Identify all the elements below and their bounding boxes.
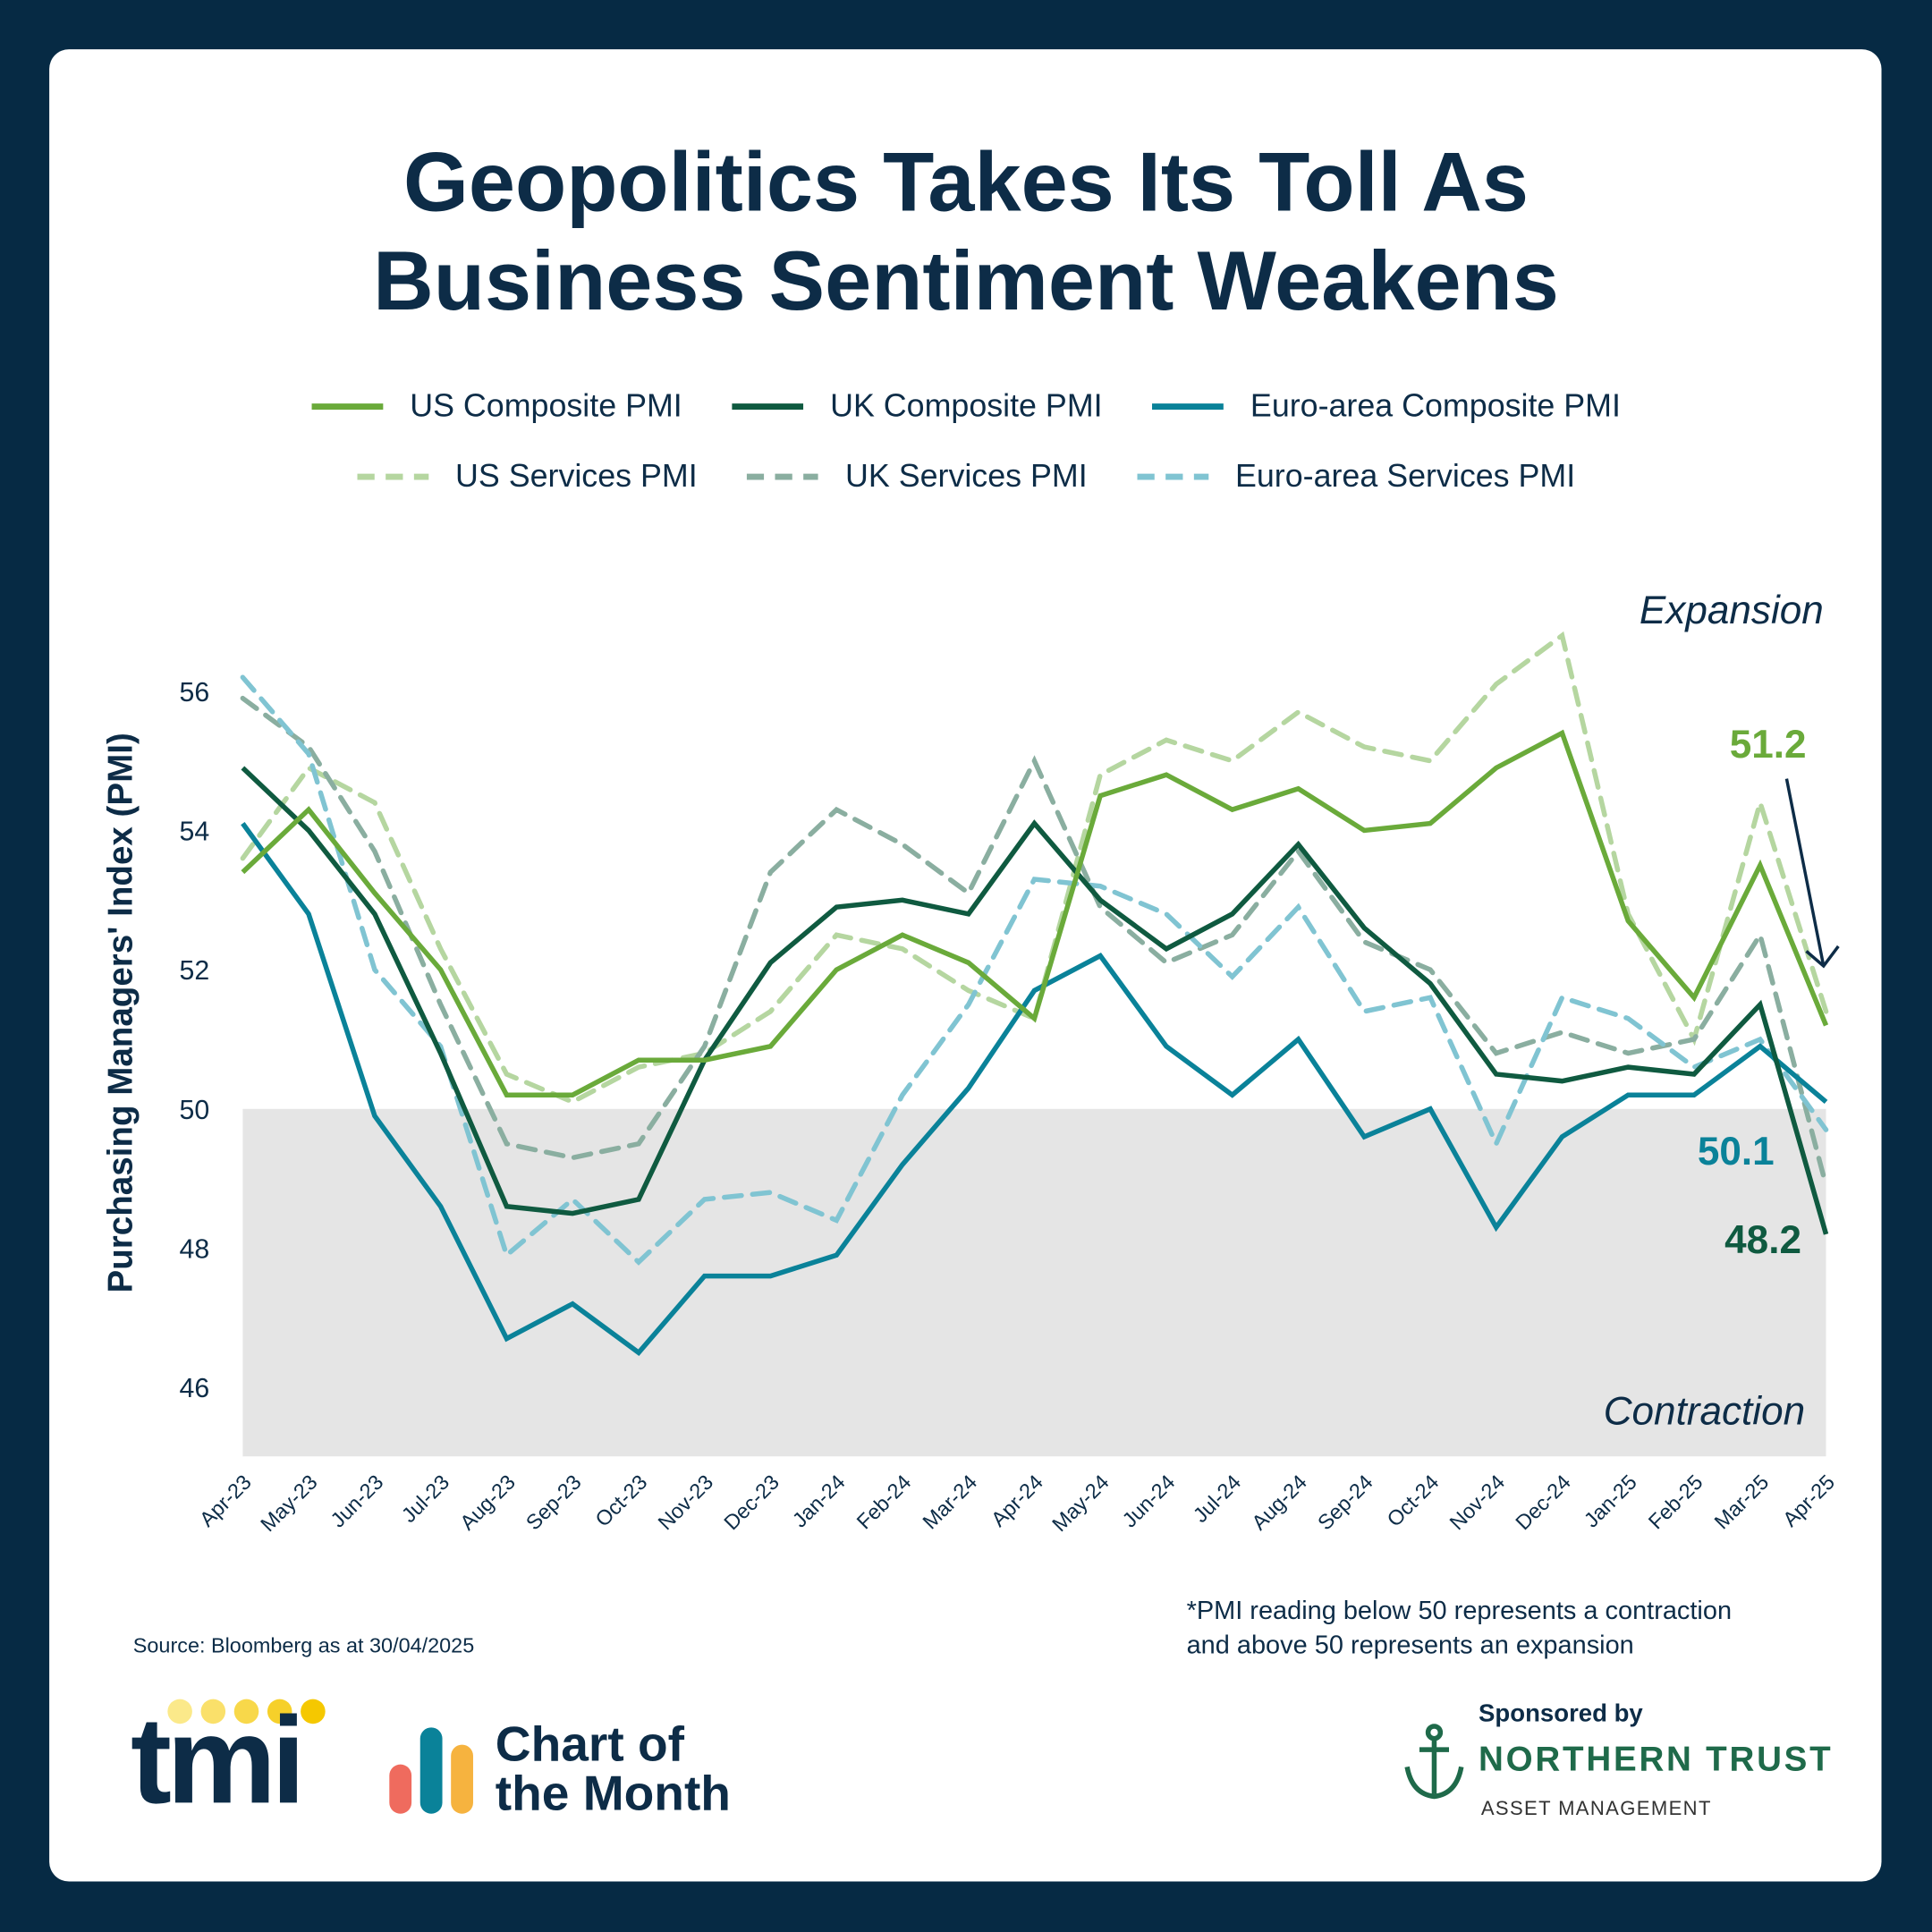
chart-bars-icon: [387, 1725, 476, 1823]
x-tick-label: May-23: [256, 1470, 322, 1537]
source-note: Source: Bloomberg as at 30/04/2025: [132, 1633, 475, 1657]
x-tick-label: Nov-24: [1445, 1470, 1510, 1535]
y-tick-label: 56: [179, 678, 209, 708]
x-tick-label: Mar-25: [1710, 1470, 1774, 1534]
legend-row-2: US Services PMI UK Services PMI Euro-are…: [0, 457, 1932, 496]
title-line-2: Business Sentiment Weakens: [373, 233, 1559, 328]
legend-swatch: [311, 402, 383, 410]
anchor-icon: [1402, 1723, 1467, 1810]
tmi-dots-icon: [165, 1698, 338, 1733]
annotation-uk-composite: 48.2: [1724, 1218, 1801, 1262]
y-tick-label: 46: [179, 1374, 209, 1403]
x-tick-label: Jan-25: [1580, 1470, 1641, 1532]
y-tick-label: 50: [179, 1096, 209, 1125]
annotation-euro-composite: 50.1: [1698, 1130, 1775, 1174]
x-tick-label: Jul-24: [1189, 1470, 1245, 1527]
x-tick-label: Oct-24: [1382, 1470, 1443, 1531]
x-tick-label: Nov-23: [653, 1470, 717, 1535]
arrow-icon: [1784, 778, 1840, 969]
cotm-line-2: the Month: [495, 1767, 731, 1822]
legend-label: UK Composite PMI: [830, 386, 1103, 424]
series-line-uk-services-pmi: [240, 695, 1829, 1189]
x-tick-label: Apr-23: [195, 1470, 256, 1531]
annotation-us-composite: 51.2: [1730, 723, 1807, 767]
y-axis-label: Purchasing Managers' Index (PMI): [101, 733, 140, 1292]
y-tick-label: 52: [179, 956, 209, 986]
legend-swatch: [1136, 472, 1208, 479]
x-tick-label: Dec-24: [1511, 1470, 1575, 1535]
x-tick-label: Jun-24: [1118, 1470, 1180, 1532]
contraction-band: [242, 1108, 1826, 1457]
legend-label: Euro-area Composite PMI: [1250, 386, 1621, 424]
legend-label: US Composite PMI: [410, 386, 682, 424]
legend-label: UK Services PMI: [844, 457, 1088, 495]
x-tick-label: Jun-23: [326, 1470, 387, 1532]
legend-item: US Services PMI: [356, 457, 698, 496]
legend-label: US Services PMI: [455, 457, 698, 495]
legend-swatch: [746, 472, 818, 479]
x-tick-label: Sep-23: [521, 1470, 586, 1535]
x-tick-label: Aug-23: [455, 1470, 520, 1535]
expansion-label: Expansion: [1640, 589, 1824, 632]
x-tick-label: Feb-24: [852, 1470, 916, 1534]
legend-item: US Composite PMI: [311, 387, 682, 426]
x-tick-label: Jan-24: [788, 1470, 850, 1532]
series-line-uk-composite-pmi: [241, 766, 1829, 1235]
tmi-logo: tmi: [131, 1691, 306, 1830]
series-line-us-services-pmi: [240, 631, 1829, 1105]
title-line-1: Geopolitics Takes Its Toll As: [403, 135, 1529, 230]
y-tick-label: 48: [179, 1234, 209, 1264]
x-tick-label: Apr-24: [987, 1470, 1047, 1531]
legend-swatch: [1151, 402, 1224, 410]
y-tick-label: 54: [179, 817, 209, 846]
x-tick-label: Jul-23: [397, 1470, 453, 1527]
legend-swatch: [731, 402, 803, 410]
chart-title: Geopolitics Takes Its Toll As Business S…: [0, 133, 1932, 330]
contraction-label: Contraction: [1604, 1389, 1805, 1433]
sponsored-by: Sponsored by: [1479, 1700, 1643, 1728]
footnote: *PMI reading below 50 represents a contr…: [1187, 1595, 1732, 1664]
footnote-line-1: *PMI reading below 50 represents a contr…: [1186, 1597, 1733, 1625]
legend-item: UK Services PMI: [746, 457, 1088, 496]
asset-management-label: ASSET MANAGEMENT: [1480, 1799, 1712, 1820]
x-tick-label: Aug-24: [1247, 1470, 1311, 1535]
legend-item: Euro-area Services PMI: [1136, 457, 1576, 496]
series-line-euro-area-composite-pmi: [241, 821, 1828, 1357]
footnote-line-2: and above 50 represents an expansion: [1186, 1631, 1634, 1660]
series-line-euro-area-services-pmi: [240, 674, 1829, 1266]
legend-item: Euro-area Composite PMI: [1151, 386, 1621, 426]
x-tick-label: May-24: [1047, 1470, 1114, 1537]
cotm-line-1: Chart of: [495, 1717, 684, 1772]
x-tick-label: Sep-24: [1313, 1470, 1377, 1535]
series-line-us-composite-pmi: [241, 729, 1829, 1097]
x-tick-label: Dec-23: [719, 1470, 784, 1535]
x-tick-label: Mar-24: [918, 1470, 981, 1534]
legend-swatch: [356, 472, 428, 479]
x-tick-label: Feb-25: [1644, 1470, 1707, 1534]
legend-item: UK Composite PMI: [731, 386, 1103, 426]
legend-row-1: US Composite PMI UK Composite PMI Euro-a…: [0, 387, 1932, 426]
legend-label: Euro-area Services PMI: [1234, 457, 1576, 495]
card: [49, 49, 1882, 1882]
northern-trust-logo: NORTHERN TRUST: [1479, 1740, 1834, 1778]
chart-of-the-month-logo: Chart of the Month: [496, 1720, 731, 1818]
x-tick-label: Oct-23: [590, 1470, 651, 1531]
x-tick-label: Apr-25: [1778, 1470, 1839, 1531]
